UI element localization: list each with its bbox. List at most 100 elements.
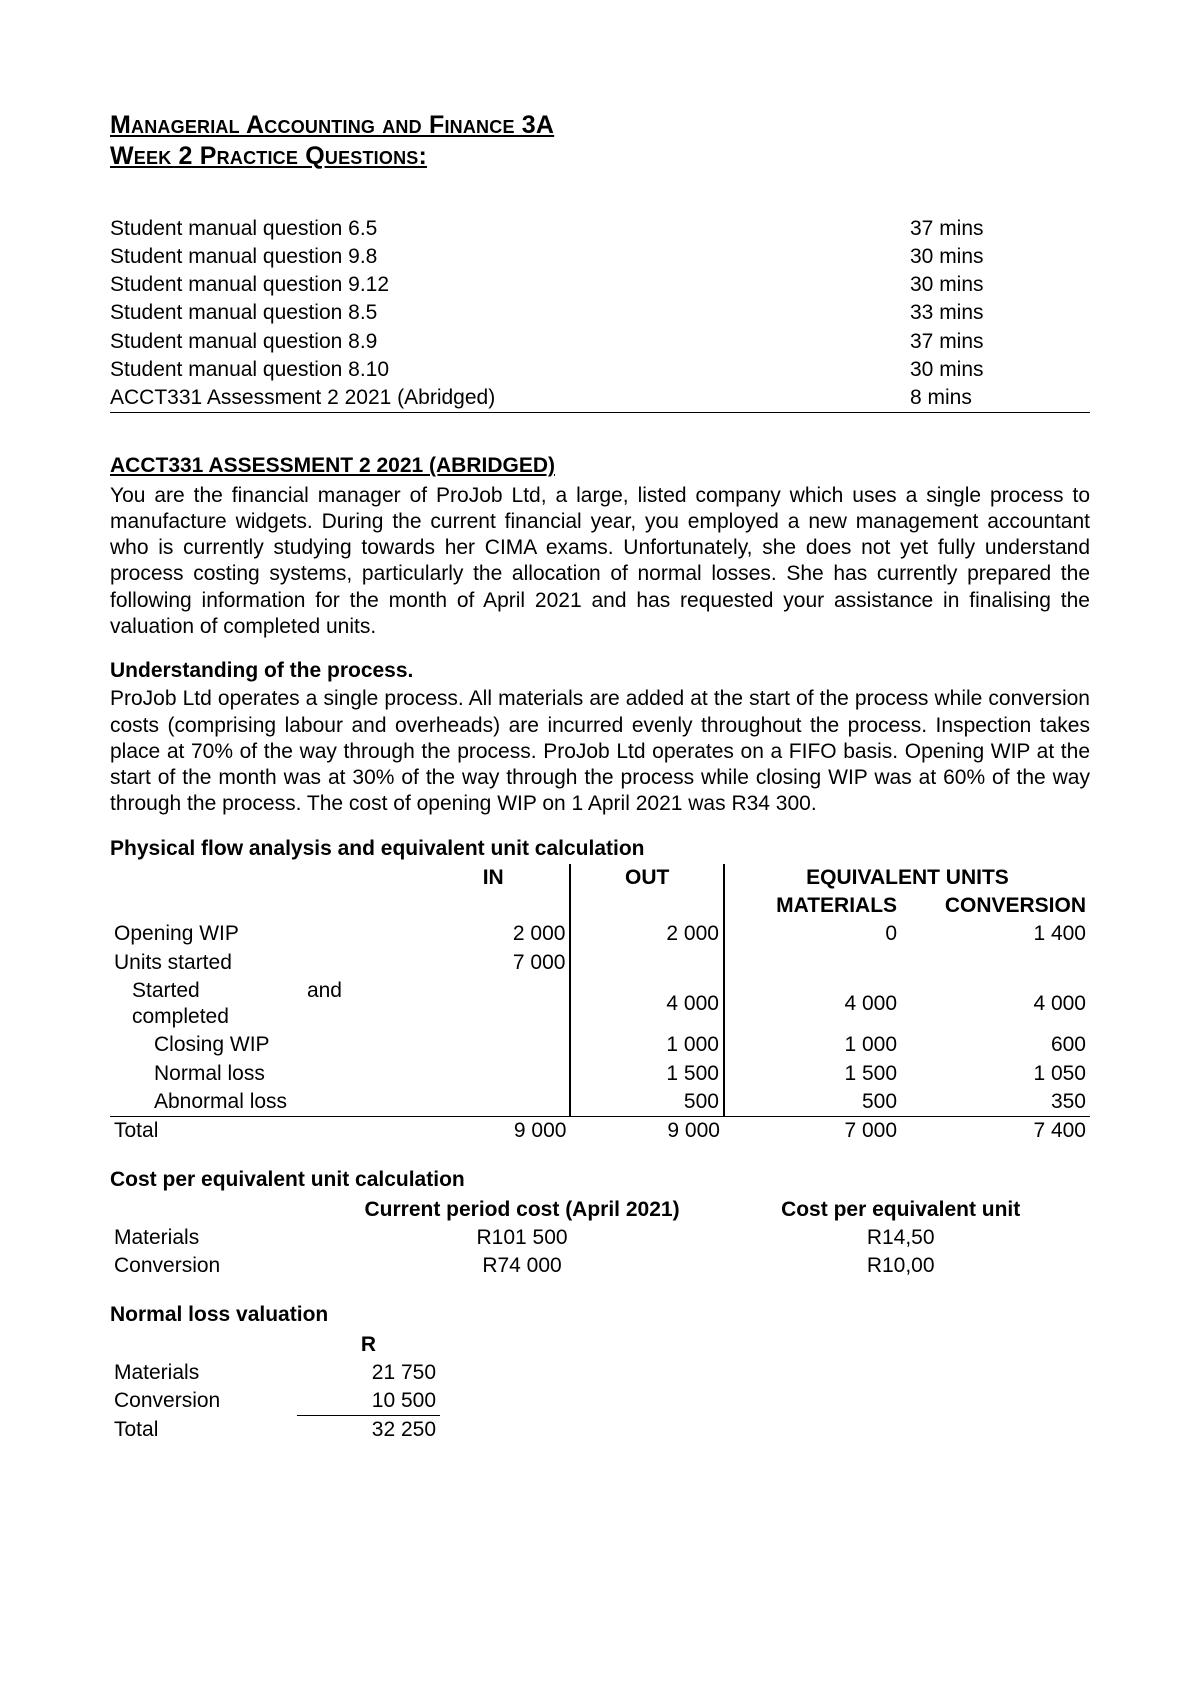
flow-total-conversion: 7 400 [901, 1117, 1090, 1146]
flow-row-label: Opening WIP [110, 920, 417, 948]
flow-row-label: Abnormal loss [110, 1088, 417, 1117]
flow-in [417, 1088, 570, 1117]
flow-row: Units started7 000 [110, 949, 1090, 977]
flow-row-label: Units started [110, 949, 417, 977]
question-time: 37 mins [910, 328, 1090, 356]
flow-out: 1 000 [570, 1031, 723, 1059]
cost-col-blank [110, 1196, 333, 1224]
cost-row-current: R101 500 [333, 1224, 712, 1252]
flow-in [417, 1031, 570, 1059]
question-time: 30 mins [910, 271, 1090, 299]
flow-out: 500 [570, 1088, 723, 1117]
question-time: 37 mins [910, 215, 1090, 243]
loss-col-r: R [297, 1331, 440, 1359]
physical-flow-table: IN OUT EQUIVALENT UNITS MATERIALS CONVER… [110, 864, 1090, 1146]
loss-row-label: Materials [110, 1359, 297, 1387]
question-row: Student manual question 8.937 mins [110, 328, 1090, 356]
cost-col-current: Current period cost (April 2021) [333, 1196, 712, 1224]
flow-total-label: Total [110, 1117, 417, 1146]
loss-row: Conversion10 500 [110, 1387, 440, 1416]
flow-row: Startedandcompleted4 0004 0004 000 [110, 977, 1090, 1032]
flow-in: 7 000 [417, 949, 570, 977]
question-row: Student manual question 6.537 mins [110, 215, 1090, 243]
flow-row: Closing WIP1 0001 000600 [110, 1031, 1090, 1059]
flow-subcol-blank [110, 892, 417, 920]
flow-subcol-out [570, 892, 723, 920]
flow-conversion [901, 949, 1090, 977]
assessment-section: ACCT331 ASSESSMENT 2 2021 (ABRIDGED) You… [110, 453, 1090, 1444]
question-row: Student manual question 8.533 mins [110, 299, 1090, 327]
flow-materials [724, 949, 901, 977]
loss-row-label: Total [110, 1416, 297, 1445]
flow-total-out: 9 000 [570, 1117, 723, 1146]
cost-row-per: R10,00 [711, 1252, 1090, 1280]
cost-row-label: Materials [110, 1224, 333, 1252]
cost-per-equivalent-table: Current period cost (April 2021) Cost pe… [110, 1196, 1090, 1281]
question-label: Student manual question 8.9 [110, 328, 910, 356]
flow-heading: Physical flow analysis and equivalent un… [110, 836, 1090, 862]
cost-row-current: R74 000 [333, 1252, 712, 1280]
loss-row-value: 21 750 [297, 1359, 440, 1387]
cost-row: MaterialsR101 500R14,50 [110, 1224, 1090, 1252]
understanding-heading: Understanding of the process. [110, 658, 1090, 684]
flow-row-label: Normal loss [110, 1060, 417, 1088]
flow-in: 2 000 [417, 920, 570, 948]
flow-col-eq-group: EQUIVALENT UNITS [724, 864, 1090, 892]
flow-materials: 1 000 [724, 1031, 901, 1059]
flow-materials: 0 [724, 920, 901, 948]
flow-in [417, 977, 570, 1032]
loss-col-blank [110, 1331, 297, 1359]
flow-col-out: OUT [570, 864, 723, 892]
flow-conversion: 1 050 [901, 1060, 1090, 1088]
flow-materials: 4 000 [724, 977, 901, 1032]
question-label: Student manual question 9.12 [110, 271, 910, 299]
assessment-heading: ACCT331 ASSESSMENT 2 2021 (ABRIDGED) [110, 453, 1090, 479]
flow-conversion: 600 [901, 1031, 1090, 1059]
flow-out: 4 000 [570, 977, 723, 1032]
flow-conversion: 4 000 [901, 977, 1090, 1032]
question-time: 33 mins [910, 299, 1090, 327]
flow-conversion: 1 400 [901, 920, 1090, 948]
flow-row: Opening WIP2 0002 00001 400 [110, 920, 1090, 948]
cost-row: ConversionR74 000R10,00 [110, 1252, 1090, 1280]
flow-out: 2 000 [570, 920, 723, 948]
question-label: Student manual question 8.5 [110, 299, 910, 327]
loss-row-value: 32 250 [297, 1416, 440, 1445]
flow-subcol-in [417, 892, 570, 920]
flow-materials: 1 500 [724, 1060, 901, 1088]
question-row: Student manual question 9.830 mins [110, 243, 1090, 271]
flow-in [417, 1060, 570, 1088]
title-line-1: Managerial Accounting and Finance 3A [110, 110, 1090, 141]
flow-out: 1 500 [570, 1060, 723, 1088]
question-label: ACCT331 Assessment 2 2021 (Abridged) [110, 384, 910, 413]
practice-questions-table: Student manual question 6.537 minsStuden… [110, 215, 1090, 414]
loss-row: Materials21 750 [110, 1359, 440, 1387]
flow-row-label: Closing WIP [110, 1031, 417, 1059]
understanding-paragraph: ProJob Ltd operates a single process. Al… [110, 686, 1090, 817]
question-label: Student manual question 6.5 [110, 215, 910, 243]
flow-materials: 500 [724, 1088, 901, 1117]
question-row: Student manual question 8.1030 mins [110, 356, 1090, 384]
flow-total-row: Total9 0009 0007 0007 400 [110, 1117, 1090, 1146]
flow-total-materials: 7 000 [724, 1117, 901, 1146]
question-time: 30 mins [910, 356, 1090, 384]
flow-row: Normal loss1 5001 5001 050 [110, 1060, 1090, 1088]
cost-row-per: R14,50 [711, 1224, 1090, 1252]
cost-col-per: Cost per equivalent unit [711, 1196, 1090, 1224]
loss-row: Total32 250 [110, 1416, 440, 1445]
flow-row-label: Startedandcompleted [110, 977, 417, 1032]
question-row: ACCT331 Assessment 2 2021 (Abridged)8 mi… [110, 384, 1090, 413]
loss-row-label: Conversion [110, 1387, 297, 1416]
loss-row-value: 10 500 [297, 1387, 440, 1416]
flow-out [570, 949, 723, 977]
flow-col-conversion: CONVERSION [901, 892, 1090, 920]
loss-heading: Normal loss valuation [110, 1302, 1090, 1328]
cost-row-label: Conversion [110, 1252, 333, 1280]
normal-loss-table: R Materials21 750Conversion10 500Total32… [110, 1331, 440, 1445]
cost-heading: Cost per equivalent unit calculation [110, 1167, 1090, 1193]
flow-col-in: IN [417, 864, 570, 892]
flow-col-materials: MATERIALS [724, 892, 901, 920]
assessment-intro-paragraph: You are the financial manager of ProJob … [110, 483, 1090, 641]
question-label: Student manual question 8.10 [110, 356, 910, 384]
question-time: 30 mins [910, 243, 1090, 271]
